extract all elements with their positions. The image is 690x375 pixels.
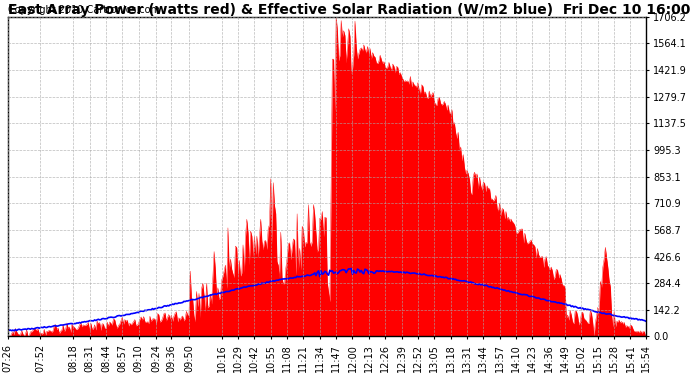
Text: East Array Power (watts red) & Effective Solar Radiation (W/m2 blue)  Fri Dec 10: East Array Power (watts red) & Effective…	[8, 3, 690, 17]
Text: Copyright 2010 Cartronics.com: Copyright 2010 Cartronics.com	[8, 5, 160, 15]
